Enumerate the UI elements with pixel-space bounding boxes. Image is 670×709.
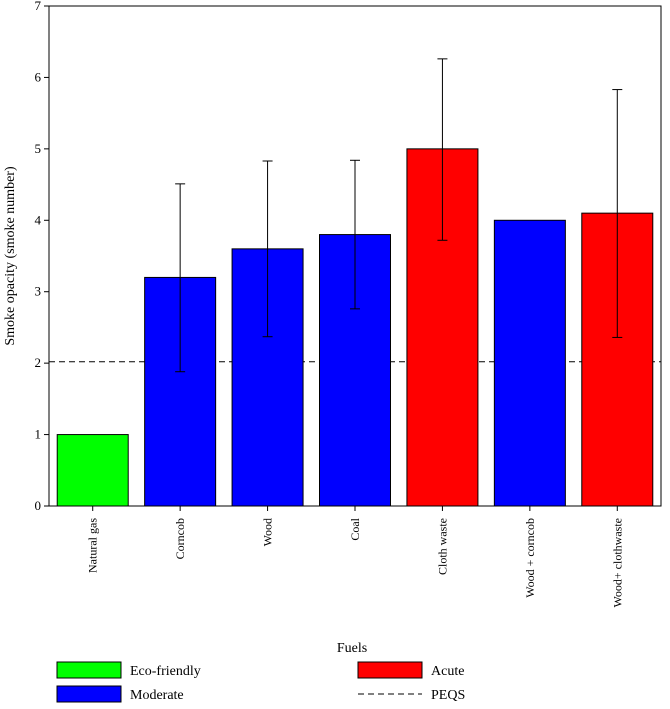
axes: 0 1 2 3 4 5 6 7 Natural gas Corncob Wood Coal Cloth … [35, 0, 662, 607]
y-axis-title: Smoke opacity (smoke number) [3, 166, 18, 346]
legend-swatch [56, 661, 122, 679]
legend-swatch [56, 685, 122, 703]
legend-swatch [357, 661, 423, 679]
legend: Eco-friendly Moderate Acute PEQS [56, 661, 465, 703]
legend-label: PEQS [431, 688, 465, 703]
legend-label: Eco-friendly [130, 664, 201, 679]
y-tick-label: 2 [35, 355, 42, 370]
error-bars [175, 58, 623, 373]
bar [493, 219, 566, 507]
y-tick-label: 1 [35, 427, 42, 442]
x-tick-label: Wood [261, 518, 275, 546]
x-tick-label: Wood + corncob [523, 518, 537, 598]
y-tick-label: 7 [35, 0, 42, 13]
bar [56, 434, 129, 507]
y-tick-label: 0 [35, 498, 42, 513]
y-tick-label: 5 [35, 141, 42, 156]
x-axis-title: Fuels [337, 641, 367, 656]
y-tick-label: 3 [35, 284, 42, 299]
bars [56, 148, 654, 507]
legend-label: Acute [431, 664, 464, 679]
x-tick-label: Cloth waste [435, 518, 449, 575]
x-tick-label: Natural gas [86, 518, 100, 573]
x-tick-label: Coal [348, 517, 362, 540]
y-tick-label: 4 [35, 212, 42, 227]
x-tick-label: Wood+ clothwaste [610, 518, 624, 607]
y-tick-label: 6 [35, 69, 42, 84]
x-tick-label: Corncob [173, 518, 187, 559]
legend-label: Moderate [130, 688, 184, 703]
